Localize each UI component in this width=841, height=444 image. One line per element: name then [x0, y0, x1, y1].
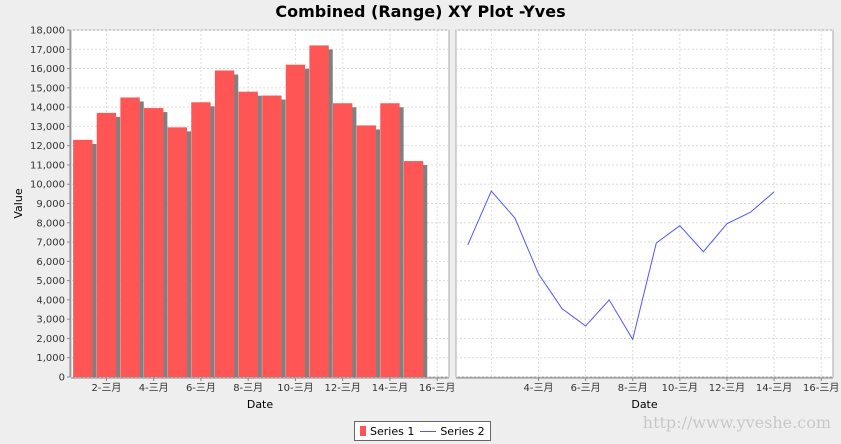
bar [356, 125, 376, 377]
chart-title: Combined (Range) XY Plot -Yves [275, 2, 566, 21]
y-tick-label: 3,000 [36, 315, 65, 326]
y-tick-label: 4,000 [36, 295, 65, 306]
x-tick-label: 14-三月 [756, 382, 792, 394]
y-tick-label: 14,000 [30, 103, 65, 114]
bar [167, 127, 187, 377]
legend-label-series-1: Series 1 [370, 424, 415, 438]
y-tick-label: 16,000 [30, 64, 65, 75]
x-tick-label: 10-三月 [277, 382, 313, 394]
y-tick-label: 9,000 [36, 199, 65, 210]
x-tick-label: 8-三月 [618, 382, 648, 394]
x-tick-label: 16-三月 [803, 382, 839, 394]
legend: Series 1 Series 2 [354, 421, 491, 441]
y-tick-label: 11,000 [30, 160, 65, 171]
legend-label-series-2: Series 2 [440, 424, 485, 438]
legend-swatch-series-2 [420, 430, 437, 432]
y-tick-label: 5,000 [36, 276, 65, 287]
x-axis-label: Date [247, 398, 274, 411]
legend-item-series-2: Series 2 [420, 424, 485, 438]
y-tick-label: 0 [59, 373, 65, 384]
bar [403, 161, 424, 377]
y-tick-label: 2,000 [36, 334, 65, 345]
y-tick-label: 13,000 [30, 122, 65, 133]
bar [238, 91, 258, 377]
x-tick-label: 8-三月 [233, 382, 263, 394]
x-tick-label: 16-三月 [419, 382, 455, 394]
y-tick-label: 12,000 [30, 141, 65, 152]
bar [191, 102, 211, 378]
y-tick-label: 6,000 [36, 257, 65, 268]
y-axis-label: Value [12, 188, 25, 218]
bar [285, 64, 306, 377]
x-tick-label: 10-三月 [662, 382, 698, 394]
x-tick-label: 12-三月 [325, 382, 361, 394]
bar [96, 112, 117, 378]
y-tick-label: 17,000 [30, 45, 65, 56]
x-tick-label: 12-三月 [709, 382, 745, 394]
y-tick-label: 8,000 [36, 218, 65, 229]
bar [309, 45, 329, 378]
x-tick-label: 4-三月 [139, 382, 169, 394]
y-tick-label: 1,000 [36, 353, 65, 364]
y-tick-label: 10,000 [30, 180, 65, 191]
bar [262, 95, 282, 378]
bar [214, 70, 235, 377]
series-2-line [467, 190, 775, 341]
x-axis-label: Date [631, 398, 658, 411]
bar [120, 97, 140, 377]
x-tick-label: 4-三月 [523, 382, 553, 394]
bar [144, 108, 164, 377]
x-tick-label: 6-三月 [186, 382, 216, 394]
y-tick-label: 18,000 [30, 26, 65, 37]
x-tick-label: 14-三月 [372, 382, 408, 394]
watermark: http://www.yveshe.com [642, 413, 831, 432]
x-tick-label: 2-三月 [91, 382, 121, 394]
x-tick-label: 6-三月 [571, 382, 601, 394]
legend-swatch-series-1 [360, 426, 366, 436]
y-tick-label: 7,000 [36, 238, 65, 249]
bar [73, 139, 93, 377]
bar [380, 103, 400, 377]
bar [333, 103, 353, 377]
y-tick-label: 15,000 [30, 83, 65, 94]
legend-item-series-1: Series 1 [360, 425, 414, 438]
